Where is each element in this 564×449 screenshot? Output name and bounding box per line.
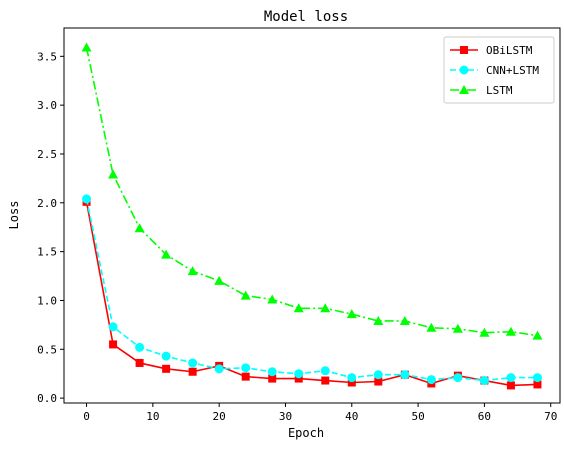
y-tick-label: 2.5 (37, 148, 57, 161)
legend-label-lstm: LSTM (486, 84, 513, 97)
y-tick-label: 2.0 (37, 197, 57, 210)
x-tick-label: 0 (83, 410, 90, 423)
data-point-obilstm (268, 374, 277, 383)
data-point-cnn-lstm (400, 370, 410, 380)
x-axis-label: Epoch (288, 426, 324, 440)
data-point-cnn-lstm (373, 370, 383, 380)
data-point-obilstm (109, 340, 118, 349)
data-point-cnn-lstm (294, 369, 304, 379)
plot-frame (63, 27, 561, 404)
legend-marker-obilstm (460, 46, 468, 54)
x-tick-label: 30 (279, 410, 292, 423)
data-point-cnn-lstm (188, 358, 198, 368)
data-point-cnn-lstm (453, 373, 463, 383)
legend-marker-lstm (459, 85, 469, 94)
data-point-lstm (399, 315, 410, 325)
data-point-cnn-lstm (479, 376, 489, 386)
data-point-lstm (293, 303, 304, 313)
data-point-lstm (532, 330, 543, 340)
x-tick-label: 70 (544, 410, 557, 423)
data-point-obilstm (374, 377, 383, 386)
data-point-cnn-lstm (82, 194, 92, 204)
data-point-cnn-lstm (241, 363, 251, 373)
data-point-obilstm (506, 381, 515, 390)
x-tick-label: 40 (345, 410, 358, 423)
axes-layer: 0 10 20 30 40 50 60 70 0.0 0.5 1.0 1.5 2.0 2.5 3.0 3.5 (37, 50, 557, 423)
data-point-lstm (108, 169, 119, 179)
legend: OBiLSTM CNN+LSTM LSTM (443, 36, 555, 104)
x-tick-label: 50 (411, 410, 424, 423)
data-point-cnn-lstm (320, 366, 330, 376)
data-point-cnn-lstm (108, 322, 118, 332)
data-point-lstm (452, 323, 463, 333)
data-point-lstm (214, 275, 225, 285)
data-point-obilstm (135, 358, 144, 367)
data-point-cnn-lstm (506, 373, 516, 383)
y-tick-label: 3.0 (37, 99, 57, 112)
legend-box (443, 36, 555, 104)
data-point-lstm (134, 223, 145, 233)
series-line-obilstm (85, 201, 538, 387)
y-axis-label: Loss (7, 201, 21, 230)
data-point-lstm (240, 290, 251, 300)
data-point-obilstm (294, 374, 303, 383)
data-point-obilstm (347, 378, 356, 387)
data-point-cnn-lstm (267, 367, 277, 377)
y-tick-label: 3.5 (37, 50, 57, 63)
data-point-lstm (505, 326, 516, 336)
data-point-lstm (320, 303, 331, 313)
y-tick-label: 0.5 (37, 343, 57, 356)
x-tick-label: 60 (478, 410, 491, 423)
chart-title: Model loss (264, 9, 348, 25)
data-point-cnn-lstm (214, 364, 224, 374)
data-point-lstm (81, 42, 92, 52)
data-point-lstm (426, 322, 437, 332)
data-point-obilstm (188, 367, 197, 376)
data-point-lstm (373, 315, 384, 325)
data-point-lstm (346, 309, 357, 319)
x-tick-label: 20 (213, 410, 226, 423)
y-tick-label: 1.5 (37, 246, 57, 259)
data-point-cnn-lstm (135, 342, 145, 352)
data-point-obilstm (241, 372, 250, 381)
data-point-cnn-lstm (347, 373, 357, 383)
data-point-lstm (187, 266, 198, 276)
legend-marker-cnn-lstm (459, 65, 469, 75)
legend-label-obilstm: OBiLSTM (486, 44, 533, 57)
data-point-cnn-lstm (426, 375, 436, 385)
data-point-obilstm (533, 380, 542, 389)
y-tick-label: 1.0 (37, 294, 57, 307)
data-point-cnn-lstm (532, 373, 542, 383)
legend-label-cnn-lstm: CNN+LSTM (486, 64, 539, 77)
data-point-lstm (479, 327, 490, 337)
plot-content (81, 42, 543, 390)
data-point-obilstm (321, 376, 330, 385)
data-point-obilstm (162, 364, 171, 373)
data-point-lstm (161, 249, 172, 259)
x-tick-label: 10 (146, 410, 159, 423)
y-tick-label: 0.0 (37, 392, 57, 405)
data-point-cnn-lstm (161, 351, 171, 361)
data-point-lstm (267, 294, 278, 304)
